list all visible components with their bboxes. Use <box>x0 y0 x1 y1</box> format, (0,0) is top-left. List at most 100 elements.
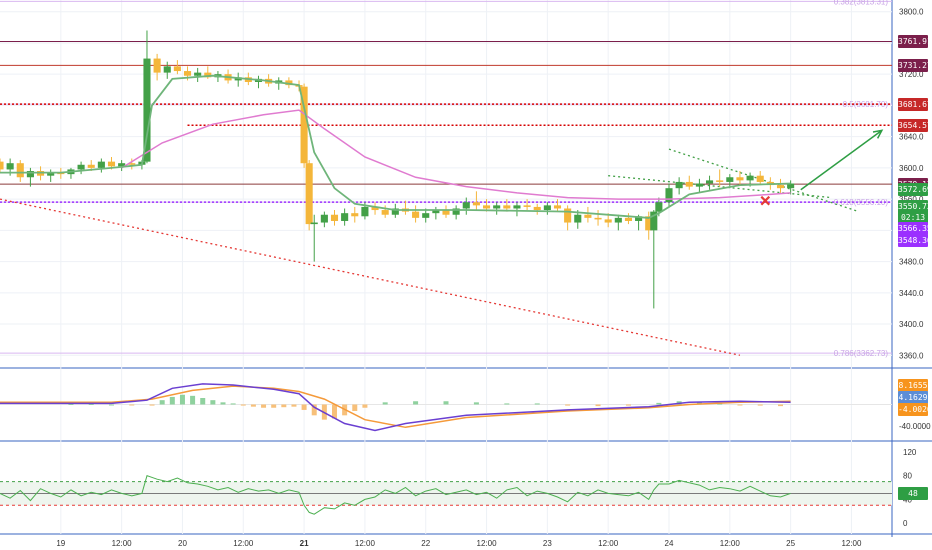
price-tick-label: 3480.0 <box>899 258 924 267</box>
time-tick-label: 12:00 <box>233 539 254 548</box>
candle-body <box>320 214 328 223</box>
macd-tick-label: -40.0000 <box>899 422 931 431</box>
candle-body <box>482 205 491 209</box>
cross-marker-icon[interactable] <box>760 195 771 206</box>
macd-histogram-bar <box>109 404 114 406</box>
candle-body <box>533 206 541 211</box>
candle-body <box>381 210 389 215</box>
candle-body <box>47 172 55 176</box>
price-tick-label: 3600.0 <box>899 164 924 173</box>
macd-histogram-bar <box>311 404 317 416</box>
time-tick-label: 25 <box>786 539 795 548</box>
price-tick-label: 3360.0 <box>899 351 924 360</box>
time-tick-label: 12:00 <box>112 539 133 548</box>
candle-body <box>736 177 744 181</box>
candle-body <box>16 163 24 178</box>
macd-histogram-bar <box>534 403 540 405</box>
candle-body <box>594 217 602 220</box>
price-tick-label: 3720.0 <box>899 70 924 79</box>
candle-body <box>665 188 673 203</box>
macd-pane <box>0 383 892 432</box>
price-axis[interactable]: 3800.03760.03720.03680.03640.03600.03560… <box>899 8 931 528</box>
candle-body <box>655 202 663 212</box>
candle-body <box>300 86 308 164</box>
trendline[interactable] <box>608 175 832 199</box>
forecast-arrow-line[interactable] <box>800 129 883 191</box>
time-tick-label: 12:00 <box>841 539 862 548</box>
rsi-tick-label: 120 <box>903 448 917 457</box>
candle-body <box>194 72 202 76</box>
macd-histogram-bar <box>301 404 307 410</box>
time-tick-label: 12:00 <box>355 539 376 548</box>
ema-slow-line <box>121 109 791 200</box>
macd-histogram-bar <box>565 404 571 406</box>
candle-body <box>310 222 318 225</box>
time-axis[interactable]: 19 12:00 20 12:00 21 12:00 22 12:00 23 12:00 24 12:… <box>56 539 862 548</box>
candle-body <box>503 205 511 209</box>
trendline[interactable] <box>0 198 741 356</box>
macd-line <box>0 383 791 432</box>
macd-histogram-bar <box>179 394 185 405</box>
macd-histogram-bar <box>362 404 368 408</box>
macd-histogram-bar <box>413 401 419 405</box>
candle-body <box>584 214 592 218</box>
candle-body <box>685 181 693 187</box>
candle-body <box>614 217 622 223</box>
rsi-line <box>0 475 791 515</box>
macd-histogram-bar <box>190 395 196 405</box>
candle-body <box>173 66 181 72</box>
price-badge: 3548.36 <box>898 234 932 247</box>
macd-histogram-bar <box>473 402 479 405</box>
price-tick-label: 3640.0 <box>899 133 924 142</box>
candle-body <box>285 80 293 86</box>
candle-body <box>564 208 572 223</box>
macd-histogram-bar <box>352 404 358 411</box>
price-badge: 3566.35 <box>898 222 932 236</box>
rsi-pane <box>0 475 892 515</box>
macd-histogram-bar <box>382 402 388 405</box>
candle-body <box>118 163 126 167</box>
candle-body <box>391 208 399 215</box>
macd-histogram-bar <box>778 404 783 407</box>
candle-body <box>6 163 14 170</box>
candle-body <box>432 210 440 214</box>
trendlines[interactable] <box>0 148 857 356</box>
macd-histogram-bar <box>757 404 763 406</box>
candle-body <box>645 216 653 231</box>
macd-value-badge: 8.1655 <box>898 378 928 392</box>
macd-histogram-bar <box>68 403 74 405</box>
macd-histogram-bar <box>159 400 165 405</box>
forecast-arrow-head[interactable] <box>872 129 884 139</box>
time-tick-label: 12:00 <box>598 539 619 548</box>
macd-histogram-bar <box>504 403 510 405</box>
candle-body <box>183 71 192 76</box>
fib-level-label: 0.382(3813.31) <box>834 0 889 6</box>
moving-averages <box>0 74 791 219</box>
candle-body <box>442 210 450 215</box>
ema-fast-line <box>0 74 791 219</box>
candle-body <box>452 208 460 215</box>
candle-body <box>695 183 703 187</box>
rsi-tick-label: 80 <box>903 472 912 481</box>
price-badge: 3731.27 <box>898 58 932 72</box>
rsi-tick-label: 0 <box>903 519 908 528</box>
macd-histogram-bar <box>443 401 449 405</box>
candle-body <box>128 163 136 165</box>
candle-body <box>163 66 171 73</box>
annotations[interactable] <box>760 129 884 206</box>
candle-body <box>624 217 633 221</box>
time-tick-label: 23 <box>543 539 552 548</box>
candle-body <box>87 164 95 168</box>
price-tick-label: 3400.0 <box>899 320 924 329</box>
time-tick-label: 21 <box>300 539 309 548</box>
candle-body <box>705 180 714 184</box>
macd-histogram-bar <box>149 404 155 406</box>
candle-body <box>523 205 531 207</box>
candle-body <box>412 211 420 218</box>
candle-body <box>341 213 349 221</box>
macd-histogram-bar <box>281 404 287 408</box>
price-tick-label: 3800.0 <box>899 8 924 17</box>
candle-body <box>493 205 501 209</box>
candle-body <box>650 211 658 231</box>
